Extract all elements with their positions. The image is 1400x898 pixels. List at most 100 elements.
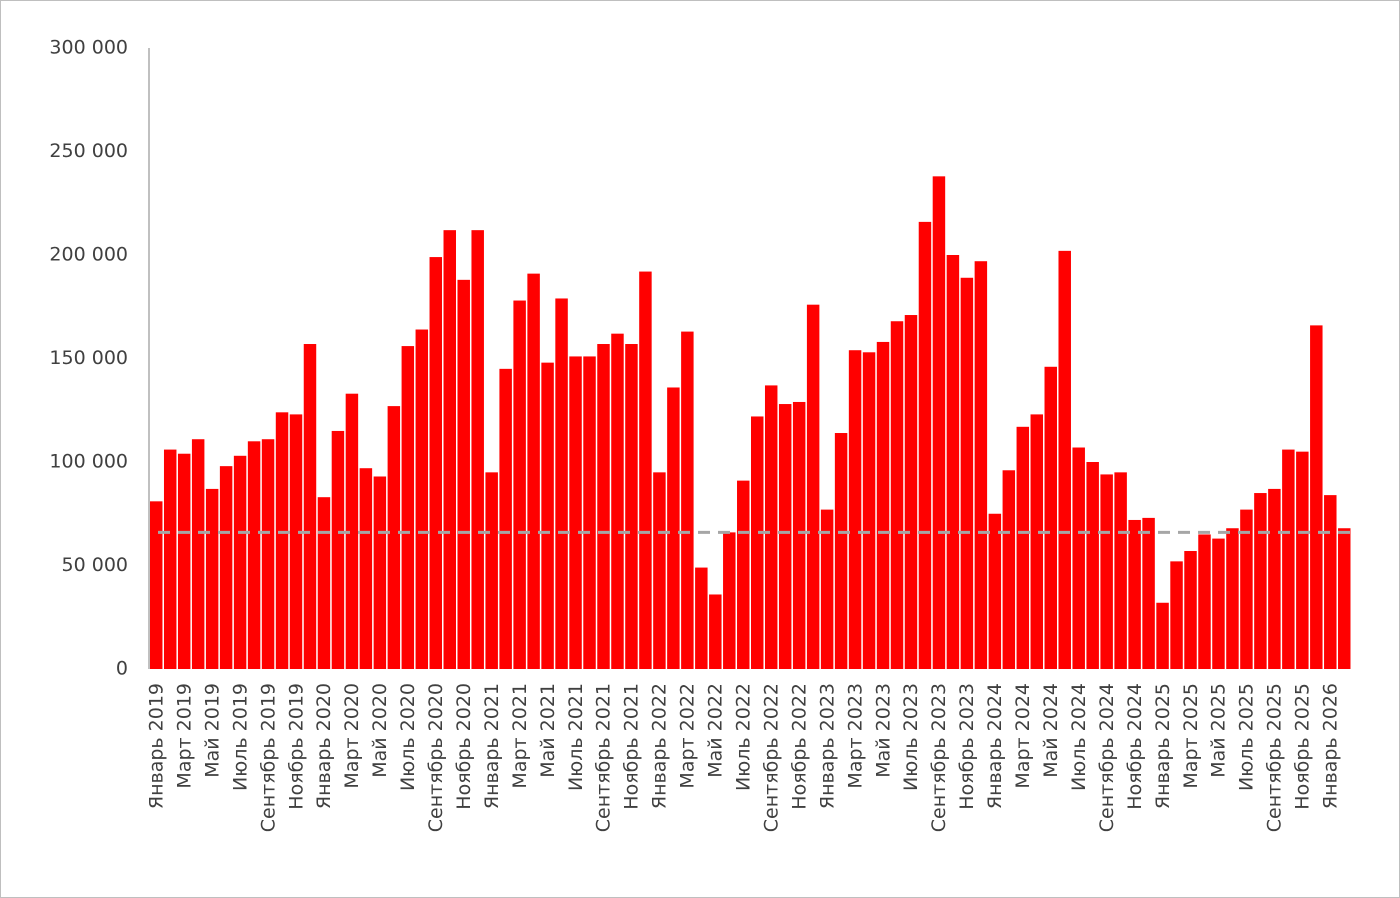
bar xyxy=(359,468,373,669)
x-tick-label: Март 2024 xyxy=(1012,683,1034,789)
bar xyxy=(1016,426,1030,669)
bar xyxy=(1044,366,1057,669)
y-tick-label: 50 000 xyxy=(62,554,128,576)
y-tick-label: 150 000 xyxy=(49,347,128,369)
y-tick-label: 250 000 xyxy=(49,140,128,162)
x-tick-label: Ноябрь 2022 xyxy=(788,683,810,810)
bar xyxy=(778,404,792,669)
bar xyxy=(387,406,401,669)
bar xyxy=(191,439,205,669)
x-tick-label: Май 2024 xyxy=(1040,683,1062,778)
bar xyxy=(862,352,876,669)
bar xyxy=(1100,474,1113,669)
bar xyxy=(527,273,540,669)
bar xyxy=(513,300,526,669)
bar xyxy=(303,344,317,669)
x-tick-label: Январь 2026 xyxy=(1320,683,1342,809)
x-tick-label: Июль 2021 xyxy=(565,683,587,791)
bar xyxy=(345,393,359,669)
bar xyxy=(471,230,484,669)
bar xyxy=(876,341,890,669)
bar xyxy=(946,255,960,669)
bar xyxy=(1212,538,1225,669)
y-tick-label: 200 000 xyxy=(49,244,128,266)
bar xyxy=(1058,250,1071,670)
bar xyxy=(764,385,778,669)
bar xyxy=(848,350,862,669)
bar xyxy=(1030,414,1044,669)
bar xyxy=(415,329,429,669)
bar xyxy=(820,509,834,669)
bar xyxy=(792,401,806,669)
x-tick-label: Сентябрь 2022 xyxy=(760,683,782,832)
x-tick-label: Сентябрь 2019 xyxy=(257,683,279,832)
bar xyxy=(960,277,974,669)
bar xyxy=(681,331,694,669)
x-tick-label: Май 2025 xyxy=(1208,683,1230,778)
bar xyxy=(932,176,946,669)
x-tick-label: Июль 2022 xyxy=(733,683,755,791)
x-tick-label: Ноябрь 2019 xyxy=(285,683,307,810)
bar xyxy=(751,416,764,669)
x-tick-label: Ноябрь 2025 xyxy=(1292,683,1314,810)
x-tick-label: Март 2020 xyxy=(341,683,363,789)
x-tick-label: Ноябрь 2024 xyxy=(1124,683,1146,810)
bar xyxy=(150,501,163,669)
x-tick-label: Январь 2020 xyxy=(313,683,335,809)
x-tick-label: Март 2025 xyxy=(1180,683,1202,789)
x-tick-label: Январь 2023 xyxy=(816,683,838,809)
bar xyxy=(1240,509,1253,669)
bar xyxy=(569,356,582,669)
bar xyxy=(373,476,387,669)
bar xyxy=(834,433,848,669)
bar xyxy=(737,480,750,669)
bar xyxy=(667,387,680,669)
bar xyxy=(1142,517,1155,669)
bar xyxy=(1170,561,1183,669)
bar xyxy=(1310,325,1323,669)
x-tick-label: Январь 2021 xyxy=(481,683,503,809)
bar xyxy=(583,356,596,669)
x-tick-label: Ноябрь 2023 xyxy=(956,683,978,810)
x-tick-label: Май 2020 xyxy=(369,683,391,778)
x-tick-label: Сентябрь 2023 xyxy=(928,683,950,832)
x-tick-label: Ноябрь 2021 xyxy=(621,683,643,810)
x-tick-label: Январь 2025 xyxy=(1152,683,1174,809)
bar xyxy=(639,271,652,669)
x-tick-label: Ноябрь 2020 xyxy=(453,683,475,810)
bar xyxy=(988,513,1002,669)
bar xyxy=(443,230,456,669)
bar xyxy=(1268,488,1281,669)
bar xyxy=(499,368,512,669)
x-tick-label: Сентябрь 2020 xyxy=(425,683,447,832)
x-tick-label: Май 2021 xyxy=(537,683,559,778)
bar xyxy=(1184,551,1197,669)
bar xyxy=(289,414,303,669)
x-tick-label: Январь 2022 xyxy=(649,683,671,809)
x-tick-label: Июль 2024 xyxy=(1068,683,1090,791)
bar xyxy=(1156,602,1169,669)
bar xyxy=(625,344,638,669)
bar xyxy=(233,455,247,669)
x-tick-label: Сентябрь 2025 xyxy=(1264,683,1286,832)
x-tick-label: Май 2019 xyxy=(201,683,223,778)
bar xyxy=(1002,470,1016,669)
x-tick-label: Сентябрь 2021 xyxy=(593,683,615,832)
bar xyxy=(1128,519,1141,669)
bar xyxy=(205,488,219,669)
x-tick-label: Март 2019 xyxy=(173,683,195,789)
x-tick-label: Июль 2023 xyxy=(900,683,922,791)
bar xyxy=(890,321,904,669)
bar xyxy=(806,304,820,669)
bar xyxy=(275,412,289,669)
x-tick-label: Январь 2024 xyxy=(984,683,1006,809)
bar xyxy=(219,466,233,669)
bar xyxy=(904,315,918,669)
bar xyxy=(611,333,624,669)
bar xyxy=(247,441,261,669)
y-tick-label: 0 xyxy=(116,658,128,680)
y-tick-label: 300 000 xyxy=(49,37,128,59)
bar xyxy=(1338,528,1351,669)
x-tick-label: Май 2022 xyxy=(705,683,727,778)
